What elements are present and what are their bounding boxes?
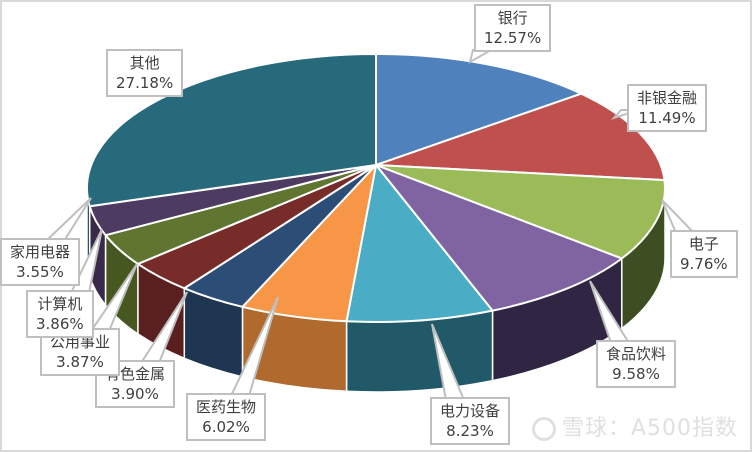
data-label-value: 9.76% bbox=[680, 255, 728, 273]
data-label: 非银金融 11.49% bbox=[627, 84, 708, 132]
data-label-name: 电子 bbox=[688, 235, 719, 253]
data-label-value: 8.23% bbox=[446, 422, 494, 440]
pie-slice-4[interactable] bbox=[345, 164, 494, 323]
callout-pointer bbox=[43, 197, 92, 242]
data-label-name: 计算机 bbox=[37, 295, 83, 313]
data-label-value: 3.87% bbox=[56, 353, 104, 371]
data-label-value: 3.55% bbox=[16, 263, 64, 281]
watermark: 雪球：A500指数 bbox=[531, 410, 738, 442]
pie-sides bbox=[86, 187, 666, 393]
data-label: 食品饮料 9.58% bbox=[596, 340, 677, 388]
pie-slice-3[interactable] bbox=[375, 164, 623, 312]
data-label-name: 银行 bbox=[497, 9, 528, 27]
data-label: 计算机 3.86% bbox=[26, 290, 94, 338]
data-label: 家用电器 3.55% bbox=[0, 238, 81, 286]
data-label: 电力设备 8.23% bbox=[430, 397, 511, 445]
data-label: 银行 12.57% bbox=[474, 4, 552, 52]
data-label-name: 非银金融 bbox=[637, 89, 698, 107]
data-label-value: 6.02% bbox=[202, 418, 250, 436]
data-label-value: 9.58% bbox=[612, 365, 660, 383]
data-label-name: 医药生物 bbox=[196, 398, 257, 416]
snowball-logo-icon bbox=[531, 417, 556, 441]
data-label-name: 食品饮料 bbox=[606, 345, 667, 363]
pie-slice-2[interactable] bbox=[375, 164, 666, 260]
data-label-value: 27.18% bbox=[116, 74, 174, 92]
data-label-name: 电力设备 bbox=[440, 402, 501, 420]
data-label-name: 家用电器 bbox=[10, 243, 71, 261]
data-label-value: 3.90% bbox=[111, 385, 159, 403]
data-label-value: 3.86% bbox=[36, 315, 84, 333]
watermark-text: 雪球：A500指数 bbox=[561, 416, 738, 441]
data-label: 医药生物 6.02% bbox=[186, 393, 267, 441]
data-label-value: 11.49% bbox=[638, 109, 696, 127]
pie-slice-1[interactable] bbox=[375, 92, 666, 182]
data-label: 电子 9.76% bbox=[670, 230, 738, 278]
pie-slice-10[interactable] bbox=[86, 53, 377, 208]
pie-slice-0[interactable] bbox=[375, 53, 583, 166]
data-label-value: 12.57% bbox=[484, 29, 542, 47]
data-label: 其他 27.18% bbox=[106, 49, 184, 97]
data-label-name: 其他 bbox=[129, 54, 160, 72]
callout-pointer bbox=[661, 199, 697, 234]
pie-tops bbox=[86, 53, 666, 323]
